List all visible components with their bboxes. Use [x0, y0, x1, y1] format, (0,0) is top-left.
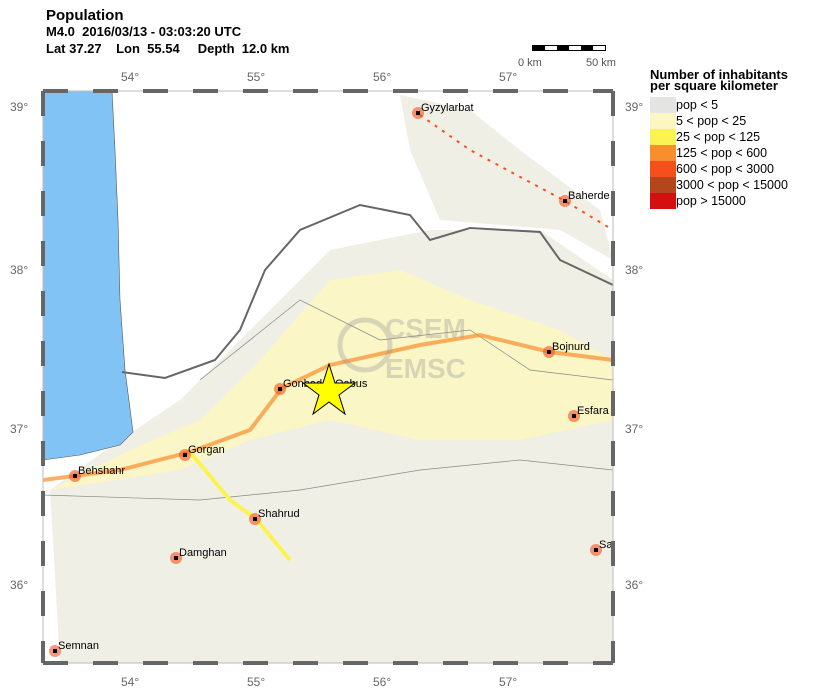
lon-tick-bottom: 54°	[121, 675, 140, 689]
legend-swatch	[650, 97, 676, 113]
watermark: CSEM EMSC	[337, 313, 466, 384]
legend-item: 3000 < pop < 15000	[650, 177, 819, 193]
city-marker	[73, 474, 77, 478]
legend-title: Number of inhabitants per square kilomet…	[650, 67, 788, 93]
city-label: Damghan	[179, 547, 227, 559]
city-label: Sa	[599, 539, 613, 551]
watermark-csem: CSEM	[385, 313, 466, 344]
legend-label: 5 < pop < 25	[676, 114, 747, 128]
legend-label: pop > 15000	[676, 194, 746, 208]
legend-label: 25 < pop < 125	[676, 130, 761, 144]
city-marker	[278, 387, 282, 391]
city-marker	[416, 111, 420, 115]
legend-label: pop < 5	[676, 98, 719, 112]
sea	[43, 91, 134, 461]
city-marker	[174, 556, 178, 560]
city-label: Semnan	[58, 640, 99, 652]
legend-swatch	[650, 113, 676, 129]
city-marker	[183, 453, 187, 457]
legend-item: 125 < pop < 600	[650, 145, 819, 161]
city-marker	[594, 548, 598, 552]
event-info: M4.0 2016/03/13 - 03:03:20 UTC	[46, 24, 242, 39]
lat-tick-right: 37°	[625, 422, 644, 436]
legend-title-line1: Number of inhabitants	[650, 67, 788, 82]
low-density-region	[400, 95, 613, 260]
legend-swatch	[650, 145, 676, 161]
event-location: Lat 37.27 Lon 55.54 Depth 12.0 km	[46, 41, 290, 56]
scale-end-label: 50 km	[586, 57, 616, 69]
scale-start-label: 0 km	[518, 57, 542, 69]
legend-item: 600 < pop < 3000	[650, 161, 819, 177]
province-line	[43, 459, 613, 501]
province-line	[199, 299, 613, 381]
population-corridor	[188, 450, 292, 562]
lat-tick-right: 36°	[625, 578, 644, 592]
lon-tick-bottom: 56°	[373, 675, 392, 689]
lat-tick-left: 36°	[10, 578, 29, 592]
legend-item: 5 < pop < 25	[650, 113, 819, 129]
city-label: Gyzylarbat	[421, 102, 474, 114]
city-label: Shahrud	[258, 508, 300, 520]
city-marker	[563, 199, 567, 203]
watermark-emsc: EMSC	[385, 353, 466, 384]
lon-tick-bottom: 57°	[499, 675, 518, 689]
legend-swatch	[650, 161, 676, 177]
lon-tick-top: 57°	[499, 70, 518, 84]
legend-label: 3000 < pop < 15000	[676, 178, 788, 192]
lat-tick-left: 37°	[10, 422, 29, 436]
city-marker	[547, 350, 551, 354]
city-label: Esfara	[577, 405, 610, 417]
border	[121, 203, 613, 380]
legend-item: 25 < pop < 125	[650, 129, 819, 145]
map-title: Population	[46, 7, 124, 24]
lon-tick-top: 56°	[373, 70, 392, 84]
city-marker	[53, 649, 57, 653]
legend-title-line2: per square kilometer	[650, 78, 778, 93]
city-label: Gorgan	[188, 444, 225, 456]
legend-label: 125 < pop < 600	[676, 146, 768, 160]
population-corridor	[43, 332, 613, 482]
legend-item: pop < 5	[650, 97, 819, 113]
lat-tick-left: 38°	[10, 263, 29, 277]
city-label: Baherde	[568, 190, 610, 202]
lon-tick-bottom: 55°	[247, 675, 266, 689]
legend-label: 600 < pop < 3000	[676, 162, 775, 176]
city-marker	[572, 414, 576, 418]
lon-tick-top: 55°	[247, 70, 266, 84]
city-label: Behshahr	[78, 465, 125, 477]
lat-tick-left: 39°	[10, 100, 29, 114]
legend-swatch	[650, 193, 676, 209]
frame-dashes	[41, 89, 615, 665]
city-marker	[253, 517, 257, 521]
epicenter-star	[301, 362, 357, 416]
lon-tick-top: 54°	[121, 70, 140, 84]
city-label: Bojnurd	[552, 341, 590, 353]
lat-tick-right: 39°	[625, 100, 644, 114]
legend-swatch	[650, 177, 676, 193]
lat-tick-right: 38°	[625, 263, 644, 277]
map-frame	[42, 90, 614, 664]
legend-swatch	[650, 129, 676, 145]
legend-item: pop > 15000	[650, 193, 819, 209]
scale-bar	[532, 45, 606, 51]
